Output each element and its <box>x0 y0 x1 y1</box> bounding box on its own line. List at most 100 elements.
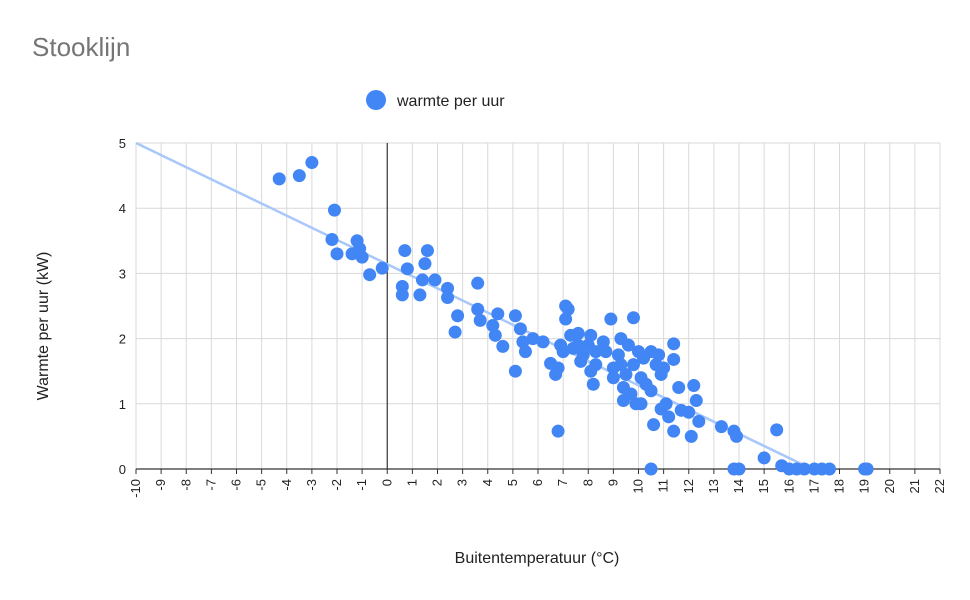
data-point <box>682 405 696 419</box>
data-point <box>624 387 638 401</box>
data-point <box>363 268 377 282</box>
data-point <box>420 244 434 258</box>
data-point <box>418 257 432 271</box>
data-point <box>556 345 570 359</box>
data-point <box>400 262 414 276</box>
data-point <box>684 429 698 443</box>
data-point <box>714 420 728 434</box>
x-tick-label: 1 <box>404 479 419 486</box>
data-point <box>667 424 681 438</box>
data-point <box>471 276 485 290</box>
data-point <box>448 325 462 339</box>
data-point <box>395 288 409 302</box>
data-point <box>496 339 510 353</box>
y-tick-label: 2 <box>119 332 126 347</box>
data-point <box>797 462 811 476</box>
data-point <box>441 281 455 295</box>
x-tick-label: -3 <box>304 479 319 491</box>
data-point <box>647 418 661 432</box>
data-point <box>599 345 613 359</box>
x-tick-label: 18 <box>832 479 847 493</box>
data-point <box>330 247 344 261</box>
data-point <box>732 462 746 476</box>
data-point <box>860 462 874 476</box>
legend: warmte per uur <box>366 90 505 110</box>
data-point <box>305 156 319 170</box>
data-point <box>398 244 412 258</box>
x-tick-label: 16 <box>781 479 796 493</box>
data-point <box>413 288 427 302</box>
x-tick-label: 8 <box>580 479 595 486</box>
data-point <box>526 332 540 346</box>
x-tick-label: 10 <box>631 479 646 493</box>
x-tick-label: -2 <box>329 479 344 491</box>
data-point <box>559 312 573 326</box>
data-point <box>634 397 648 411</box>
data-point <box>657 361 671 375</box>
data-point <box>614 358 628 372</box>
data-point <box>606 371 620 385</box>
data-point <box>327 203 341 217</box>
x-tick-label: 12 <box>681 479 696 493</box>
x-tick-label: 5 <box>505 479 520 486</box>
data-point <box>584 328 598 342</box>
data-point <box>652 348 666 362</box>
y-tick-label: 1 <box>119 397 126 412</box>
data-point <box>619 367 633 381</box>
x-tick-label: 13 <box>706 479 721 493</box>
data-point <box>451 309 465 323</box>
x-tick-label: 22 <box>932 479 947 493</box>
data-point <box>659 397 673 411</box>
x-tick-label: 21 <box>907 479 922 493</box>
x-tick-label: -10 <box>128 479 143 498</box>
y-axis-label: Warmte per uur (kW) <box>35 252 52 401</box>
data-point <box>589 345 603 359</box>
x-tick-label: -7 <box>203 479 218 491</box>
data-point <box>689 394 703 408</box>
data-point <box>551 361 565 375</box>
data-point <box>491 307 505 321</box>
x-tick-label: -5 <box>254 479 269 491</box>
data-point <box>508 309 522 323</box>
data-point <box>571 338 585 352</box>
x-axis-label: Buitentemperatuur (°C) <box>455 550 620 567</box>
data-point <box>375 261 389 275</box>
data-point <box>571 326 585 340</box>
data-point <box>508 364 522 378</box>
y-tick-label: 3 <box>119 266 126 281</box>
data-point <box>692 414 706 428</box>
data-point <box>596 335 610 349</box>
x-tick-label: -1 <box>354 479 369 491</box>
data-point <box>536 335 550 349</box>
x-tick-label: 2 <box>430 479 445 486</box>
data-point <box>667 352 681 366</box>
x-tick-label: -6 <box>229 479 244 491</box>
data-point <box>822 462 836 476</box>
data-point <box>626 358 640 372</box>
x-tick-label: 15 <box>756 479 771 493</box>
x-tick-label: 3 <box>455 479 470 486</box>
x-tick-label: 4 <box>480 479 495 486</box>
x-tick-label: 6 <box>530 479 545 486</box>
x-tick-label: 17 <box>806 479 821 493</box>
data-point <box>644 384 658 398</box>
data-point <box>604 312 618 326</box>
data-point <box>729 429 743 443</box>
data-point <box>471 302 485 316</box>
legend-marker <box>366 90 386 110</box>
grid <box>135 142 941 469</box>
x-tick-label: 19 <box>857 479 872 493</box>
data-point <box>473 313 487 327</box>
y-tick-label: 4 <box>119 201 126 216</box>
data-point <box>757 451 771 465</box>
legend-label: warmte per uur <box>396 93 505 110</box>
points-layer <box>272 156 874 476</box>
data-point <box>441 291 455 305</box>
data-point <box>621 338 635 352</box>
data-point <box>513 322 527 336</box>
x-tick-label: -9 <box>153 479 168 491</box>
data-point <box>325 232 339 246</box>
y-tick-label: 0 <box>119 462 126 477</box>
x-tick-label: 7 <box>555 479 570 486</box>
